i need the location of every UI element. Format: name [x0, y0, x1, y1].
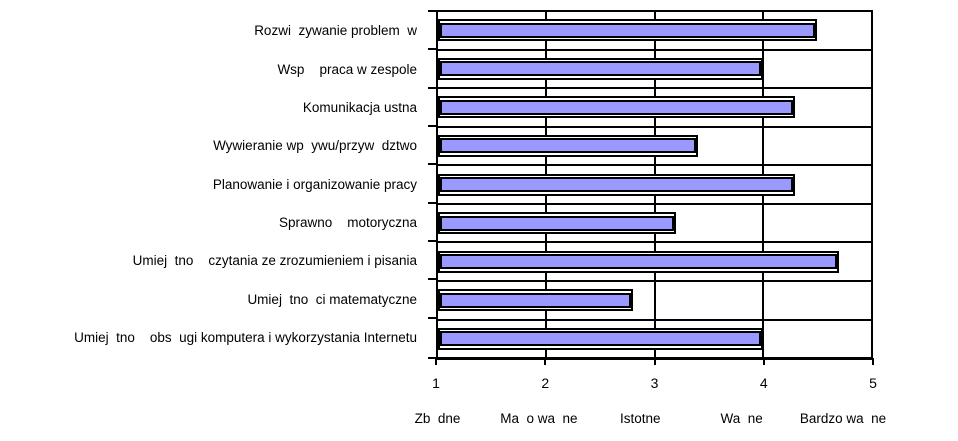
scale-label: Zb dne [414, 411, 461, 426]
bar-outline [438, 134, 698, 157]
value-tick-label: 1 [432, 375, 440, 391]
bar-row [438, 128, 871, 167]
bar-rows [438, 12, 871, 357]
category-label: Umiej tno czytania ze zrozumieniem i pis… [132, 253, 417, 269]
category-tick [428, 163, 436, 166]
bar [440, 292, 631, 308]
value-tick [872, 358, 874, 365]
category-tick [428, 316, 436, 319]
value-tick-label: 5 [869, 375, 877, 391]
bar-outline [438, 96, 796, 119]
value-tick [653, 358, 656, 365]
bar-outline [438, 327, 763, 350]
bar-row [438, 89, 871, 128]
scale-label: Istotne [619, 411, 661, 426]
value-tick [762, 358, 765, 365]
bar [440, 177, 794, 193]
scale-label: Bardzo wa ne [799, 411, 887, 426]
category-label: Umiej tno obs ugi komputera i wykorzysta… [74, 330, 417, 346]
bar-outline [438, 250, 839, 273]
bar [440, 138, 696, 154]
bar [440, 331, 761, 347]
bar-outline [438, 173, 796, 196]
value-tick-label: 3 [650, 375, 659, 391]
category-tick [428, 201, 436, 204]
bar [440, 99, 794, 115]
category-label: Komunikacja ustna [302, 100, 417, 116]
bar [440, 215, 675, 231]
bar [440, 254, 837, 270]
category-tick [428, 86, 436, 89]
bar-outline [438, 289, 633, 312]
bar-row [438, 205, 871, 244]
bar-outline [438, 212, 677, 235]
category-label: Sprawno motoryczna [278, 215, 417, 231]
category-tick [428, 357, 436, 359]
category-tick [428, 278, 436, 281]
scale-label: Wa ne [720, 411, 763, 426]
plot-area [436, 10, 873, 360]
bar-row [438, 166, 871, 205]
bar-row [438, 282, 871, 321]
category-tick [428, 48, 436, 51]
category-tick [428, 125, 436, 127]
value-tick-label: 2 [541, 375, 550, 391]
category-label: Wsp praca w zespole [277, 61, 417, 77]
scale-label: Ma o wa ne [500, 411, 578, 426]
category-tick [428, 10, 436, 12]
value-tick [544, 358, 547, 365]
value-tick-label: 4 [759, 375, 768, 391]
bar-row [438, 12, 871, 51]
category-label: Rozwi zywanie problem w [254, 23, 417, 39]
category-tick [428, 240, 436, 242]
bar-outline [438, 57, 763, 80]
bar-outline [438, 19, 817, 42]
category-axis-labels: Rozwi zywanie problem w Wsp praca w zespo… [0, 12, 426, 357]
category-label: Umiej tno ci matematyczne [247, 291, 417, 307]
bar-row [438, 51, 871, 90]
value-tick [435, 358, 437, 365]
bar [440, 22, 815, 38]
category-label: Wywieranie wp ywu/przyw dztwo [213, 138, 417, 154]
bar [440, 61, 761, 77]
bar-row [438, 321, 871, 358]
category-label: Planowanie i organizowanie pracy [212, 176, 417, 192]
bar-row [438, 243, 871, 282]
